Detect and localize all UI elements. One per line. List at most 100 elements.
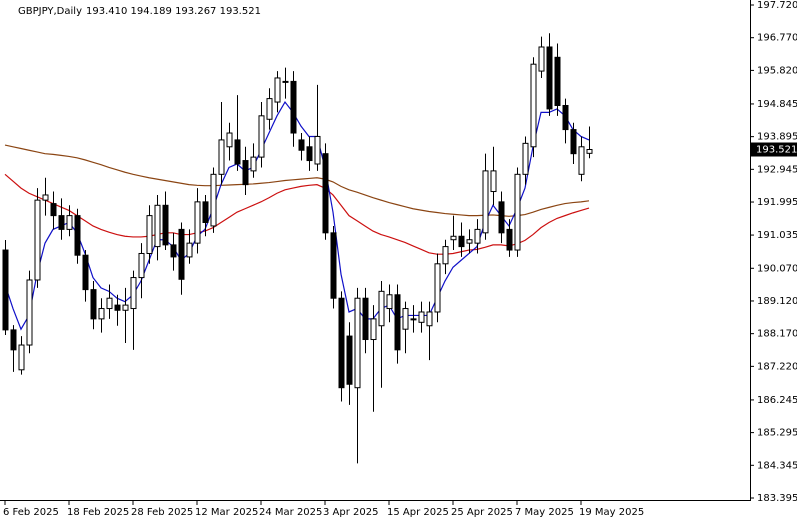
candle-body — [306, 146, 313, 162]
candle-body — [90, 289, 97, 320]
candle-body — [18, 344, 25, 371]
x-tick-label: 25 Apr 2025 — [451, 507, 513, 518]
candle-body — [546, 46, 553, 110]
candle-body — [42, 194, 49, 201]
candle-body — [402, 308, 409, 330]
candle-body — [394, 294, 401, 351]
candle-body — [170, 244, 177, 258]
x-tick-label: 12 Mar 2025 — [195, 507, 258, 518]
y-tick-label: 189.120 — [757, 296, 797, 307]
candle-body — [562, 104, 569, 131]
x-tick-label: 24 Mar 2025 — [259, 507, 322, 518]
candle-body — [554, 56, 561, 106]
moving-average — [4, 144, 590, 217]
candle-body — [98, 308, 105, 320]
candle-body — [426, 311, 433, 327]
candle-body — [274, 77, 281, 103]
x-tick-label: 28 Feb 2025 — [131, 507, 193, 518]
y-tick-label: 186.245 — [757, 395, 797, 406]
candle-body — [530, 63, 537, 148]
candle-body — [82, 254, 89, 291]
candle-body — [346, 335, 353, 385]
candle-body — [474, 228, 481, 244]
y-tick-label: 185.295 — [757, 428, 797, 439]
candle-body — [498, 201, 505, 234]
candle-body — [362, 297, 369, 341]
candle-body — [578, 146, 585, 175]
candle-body — [122, 304, 129, 311]
candle-body — [202, 201, 209, 224]
y-tick-label: 195.820 — [757, 65, 797, 76]
candle-body — [162, 204, 169, 246]
candle-body — [50, 203, 57, 217]
candle-body — [506, 228, 513, 251]
candle-body — [386, 294, 393, 310]
candle-body — [2, 249, 9, 331]
current-price-box — [751, 142, 797, 157]
y-tick-label: 197.720 — [757, 0, 797, 11]
x-tick-label: 18 Feb 2025 — [67, 507, 129, 518]
candle-body — [442, 246, 449, 265]
candle-body — [154, 204, 161, 248]
candle-body — [242, 160, 249, 186]
candle-body — [482, 170, 489, 234]
candle-body — [26, 279, 33, 346]
candle-body — [234, 139, 241, 165]
y-tick-label: 187.220 — [757, 361, 797, 372]
candle-body — [570, 129, 577, 155]
candle-body — [186, 242, 193, 258]
x-tick-label: 7 May 2025 — [515, 507, 574, 518]
candle-body — [258, 115, 265, 158]
y-tick-label: 192.945 — [757, 164, 797, 175]
candle-body — [322, 153, 329, 234]
candle-body — [250, 156, 257, 172]
moving-average — [4, 173, 590, 255]
candle-body — [314, 135, 321, 165]
ohlc-info: 193.410 194.189 193.267 193.521 — [86, 6, 261, 17]
candle-body — [210, 173, 217, 227]
candle-body — [450, 235, 457, 241]
y-tick-label: 184.345 — [757, 460, 797, 471]
candle-body — [514, 173, 521, 251]
y-tick-label: 196.770 — [757, 33, 797, 44]
candle-body — [338, 297, 345, 389]
x-tick-label: 6 Feb 2025 — [3, 507, 59, 518]
candle-body — [370, 318, 377, 341]
candle-body — [138, 252, 145, 279]
candle-body — [66, 215, 73, 230]
candle-body — [490, 170, 497, 193]
candle-body — [458, 235, 465, 248]
y-tick-label: 191.995 — [757, 197, 797, 208]
candle-body — [538, 46, 545, 72]
candle-body — [298, 139, 305, 151]
candle-body — [434, 263, 441, 313]
candle-body — [58, 215, 65, 230]
x-tick-label: 19 May 2025 — [579, 507, 644, 518]
candle-body — [466, 239, 473, 244]
candle-body — [194, 201, 201, 244]
candle-body — [106, 297, 113, 310]
candle-body — [418, 311, 425, 323]
y-tick-label: 183.395 — [757, 493, 797, 504]
moving-average — [4, 100, 590, 331]
y-tick-label: 191.035 — [757, 230, 797, 241]
candle-body — [282, 80, 289, 83]
y-tick-label: 188.170 — [757, 329, 797, 340]
y-tick-label: 190.070 — [757, 263, 797, 274]
x-tick-label: 15 Apr 2025 — [387, 507, 449, 518]
candle-body — [130, 277, 137, 310]
symbol: GBPJPY,Daily — [18, 6, 82, 17]
candle-body — [226, 132, 233, 148]
candle-body — [522, 142, 529, 175]
current-price-label: 193.521 — [756, 145, 797, 156]
candle-body — [290, 80, 297, 134]
candle-body — [178, 228, 185, 280]
candle-body — [378, 290, 385, 327]
candle-body — [410, 318, 417, 321]
candle-body — [34, 199, 41, 281]
candle-body — [266, 98, 273, 120]
candle-body — [74, 215, 81, 256]
candle-body — [146, 215, 153, 254]
